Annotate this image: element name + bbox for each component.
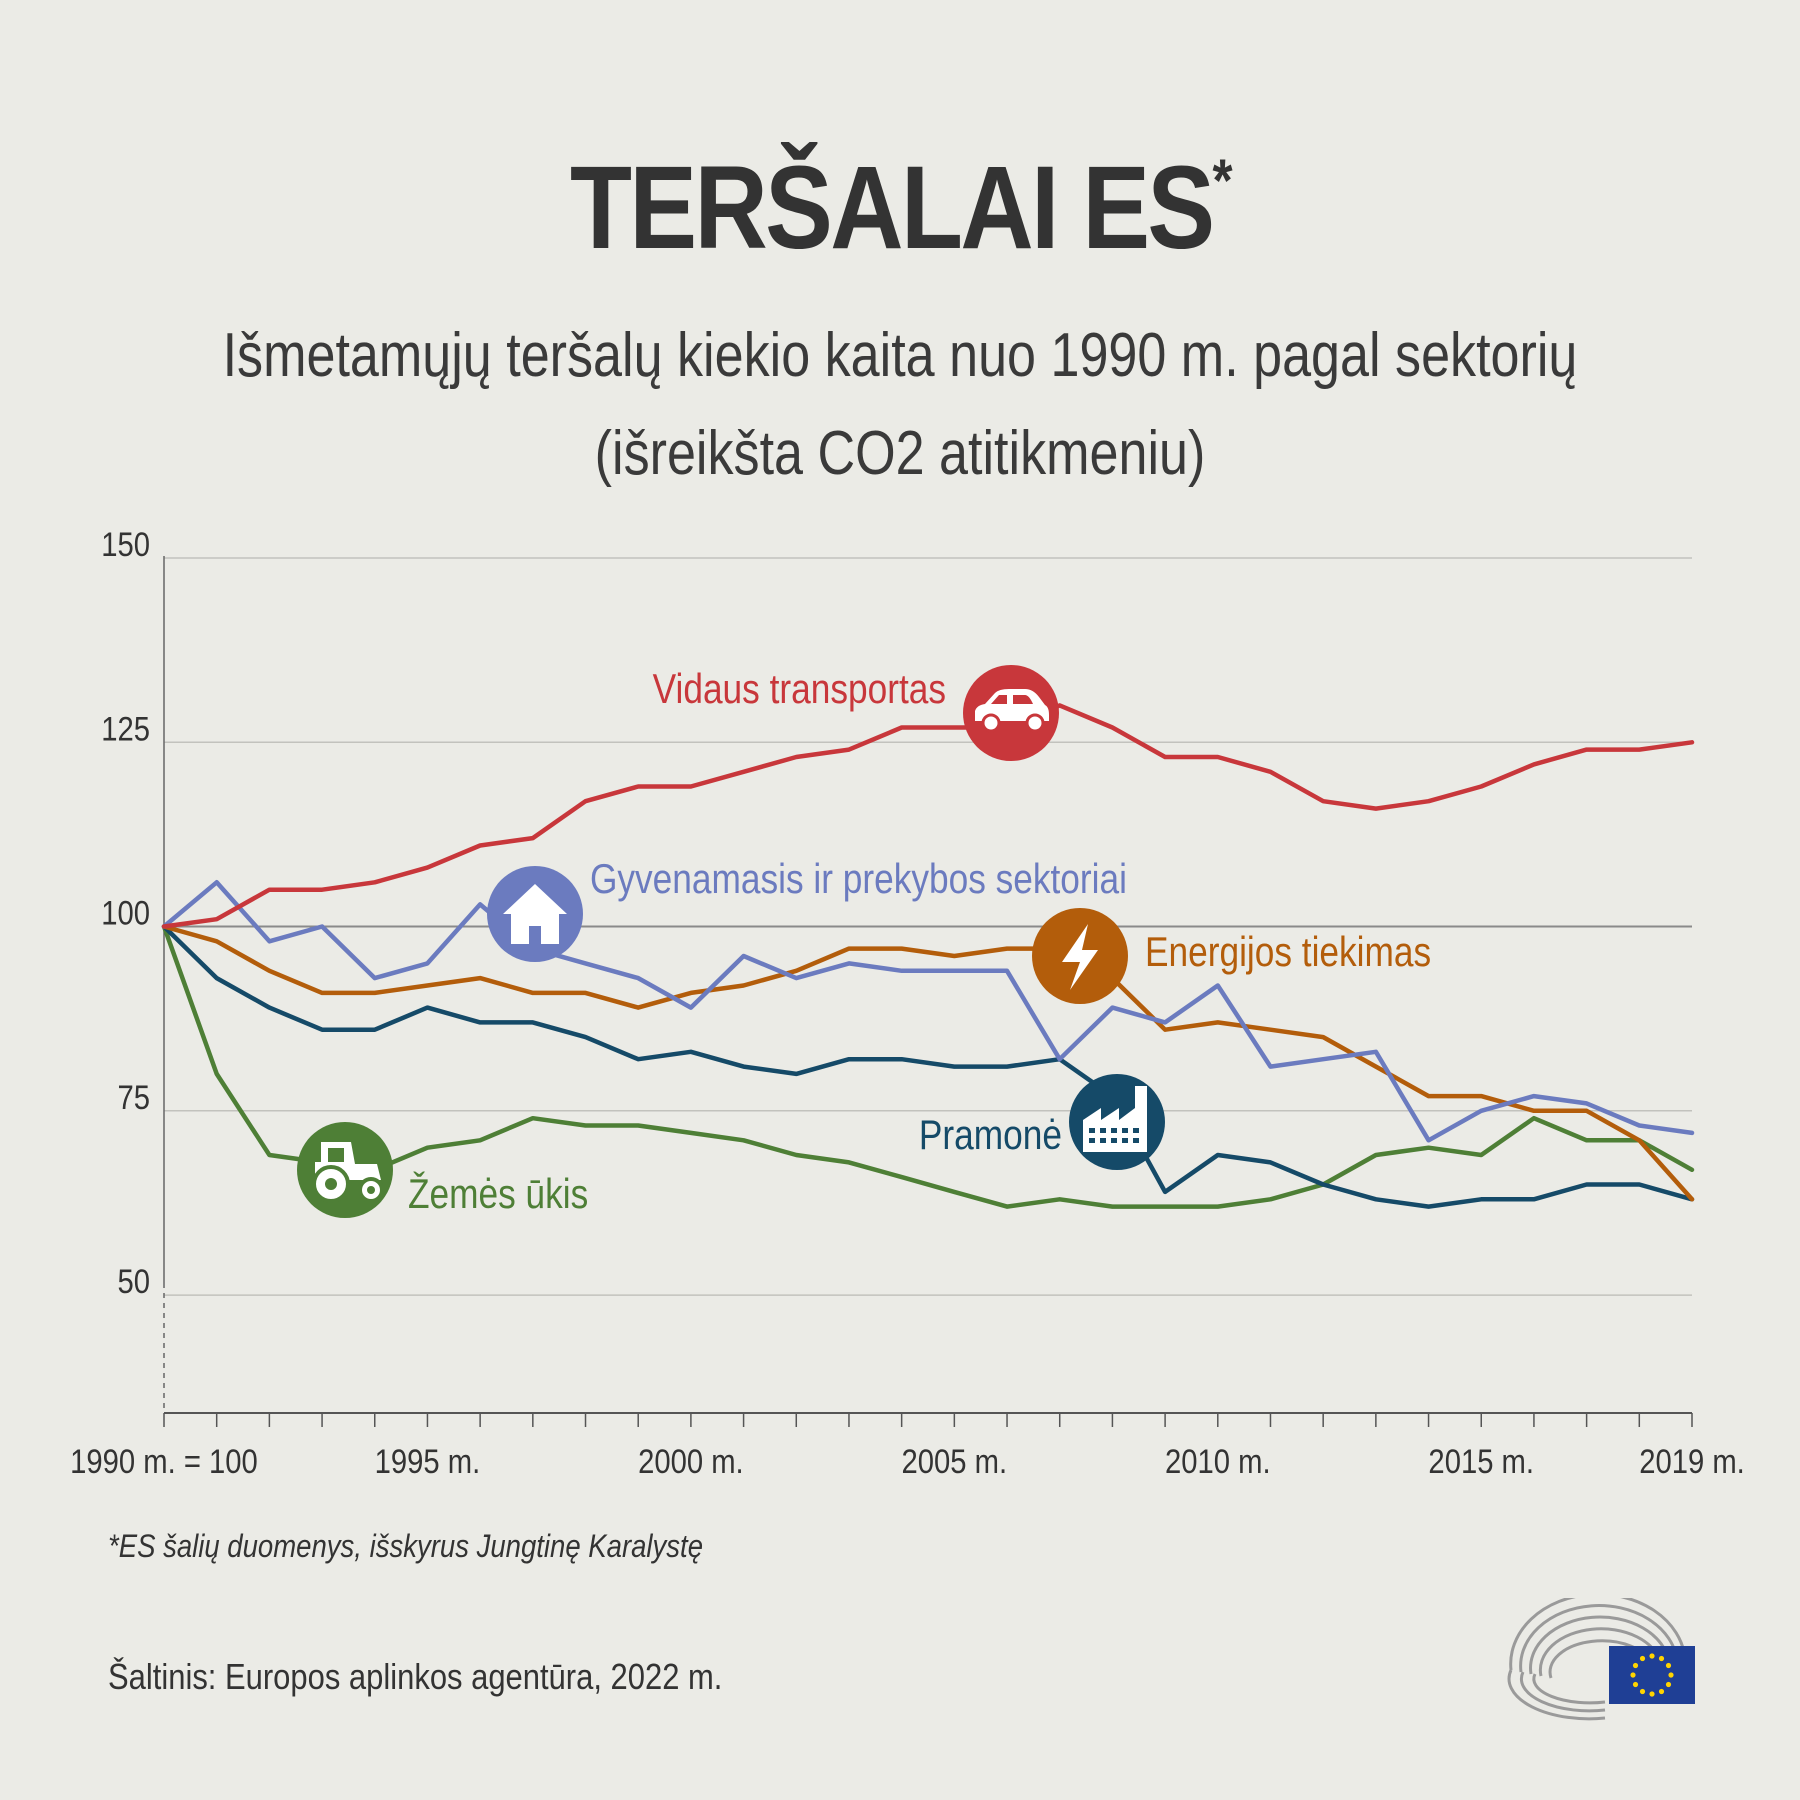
eu-star-icon <box>1630 1672 1636 1678</box>
y-tick-label: 125 <box>101 709 150 748</box>
eu-star-icon <box>1649 1653 1655 1659</box>
x-tick-label: 1995 m. <box>375 1442 481 1481</box>
european-parliament-logo <box>1507 1598 1695 1721</box>
page-title: TERŠALAI ES* <box>569 142 1233 274</box>
subtitle-unit: (išreikšta CO2 atitikmeniu) <box>594 419 1206 488</box>
car-icon-badge <box>963 665 1059 761</box>
subtitle: Išmetamųjų teršalų kiekio kaita nuo 1990… <box>222 321 1578 390</box>
lightning-icon-badge <box>1032 908 1128 1004</box>
y-tick-label: 100 <box>101 893 150 932</box>
series-label: Pramonė <box>919 1112 1062 1159</box>
eu-star-icon <box>1639 1688 1646 1695</box>
eu-star-icon <box>1632 1681 1639 1688</box>
x-tick-label: 2010 m. <box>1165 1442 1271 1481</box>
series-label: Gyvenamasis ir prekybos sektoriai <box>590 856 1127 903</box>
x-tick-label: 2015 m. <box>1428 1442 1534 1481</box>
eu-star-icon <box>1658 1655 1665 1662</box>
series-label: Žemės ūkis <box>408 1171 588 1218</box>
series-line-4 <box>161 924 1695 1209</box>
y-tick-label: 50 <box>117 1262 150 1301</box>
series-line-3 <box>161 924 1695 1202</box>
eu-star-icon <box>1632 1662 1639 1669</box>
house-icon <box>503 884 567 944</box>
eu-star-icon <box>1639 1655 1646 1662</box>
series-line-1 <box>161 703 1695 929</box>
eu-star-icon <box>1665 1662 1672 1669</box>
footnote: *ES šalių duomenys, išskyrus Jungtinę Ka… <box>108 1528 704 1564</box>
tractor-icon <box>312 1142 384 1203</box>
factory-icon-badge <box>1069 1074 1165 1170</box>
title-footnote-mark: * <box>1212 147 1233 214</box>
tractor-icon-badge <box>297 1122 393 1218</box>
eu-star-icon <box>1665 1681 1672 1688</box>
y-tick-label: 150 <box>101 525 150 564</box>
series-line-2 <box>161 880 1695 1143</box>
series-label: Vidaus transportas <box>653 666 946 713</box>
x-tick-label: 2005 m. <box>902 1442 1008 1481</box>
factory-icon <box>1083 1086 1147 1152</box>
y-tick-label: 75 <box>117 1078 150 1117</box>
source-note: Šaltinis: Europos aplinkos agentūra, 202… <box>108 1656 723 1697</box>
eu-star-icon <box>1668 1672 1674 1678</box>
eu-star-icon <box>1658 1688 1665 1695</box>
house-icon-badge <box>487 866 583 962</box>
x-tick-label: 2000 m. <box>638 1442 744 1481</box>
car-icon <box>975 689 1049 733</box>
eu-star-icon <box>1649 1691 1655 1697</box>
x-tick-label: 1990 m. = 100 <box>70 1442 258 1481</box>
x-tick-label: 2019 m. <box>1639 1442 1745 1481</box>
lightning-icon <box>1062 924 1098 990</box>
series-label: Energijos tiekimas <box>1145 929 1431 976</box>
series-line-5 <box>161 924 1695 1209</box>
